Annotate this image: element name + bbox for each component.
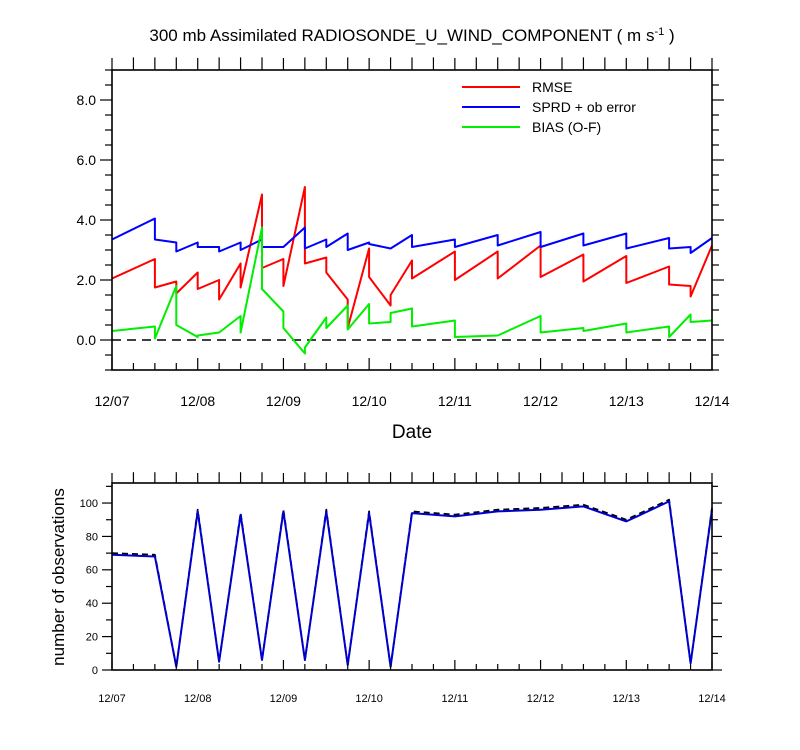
- y-tick-label: 100: [80, 498, 98, 510]
- x-tick-label: 12/14: [698, 693, 726, 705]
- bottom-chart-data-layer: [111, 498, 713, 668]
- x-tick-label: 12/11: [441, 693, 468, 705]
- x-tick-label: 12/08: [180, 393, 215, 409]
- y-tick-label: 40: [86, 598, 98, 610]
- x-tick-label: 12/13: [609, 393, 644, 409]
- x-tick-label: 12/10: [355, 693, 383, 705]
- legend-label-sprd-ob-error: SPRD + ob error: [532, 99, 636, 115]
- x-tick-label: 12/09: [266, 393, 301, 409]
- chart-title-unit-superscript: -1: [654, 26, 664, 38]
- series-line-possible: [111, 498, 713, 668]
- series-line-sprd-ob-error: [111, 217, 713, 254]
- legend-label-bias-o-f: BIAS (O-F): [532, 119, 601, 135]
- y-tick-label: 0: [92, 665, 98, 677]
- legend-label-rmse: RMSE: [532, 79, 572, 95]
- chart-legend: RMSE SPRD + ob error BIAS (O-F): [462, 79, 636, 135]
- bottom-chart-frame: [111, 482, 713, 671]
- series-line-bias-o-f: [111, 226, 713, 355]
- series-line-assimilated: [111, 500, 713, 668]
- x-tick-label: 12/11: [438, 393, 472, 409]
- top-chart-data-layer: [111, 186, 713, 355]
- chart-title-close: ): [664, 26, 674, 45]
- x-tick-label: 12/09: [270, 693, 298, 705]
- x-tick-label: 12/08: [184, 693, 212, 705]
- y-tick-label: 2.0: [77, 272, 97, 288]
- x-tick-label: 12/12: [527, 693, 555, 705]
- bottom-chart-axes: 12/07 12/08 12/09 12/10 12/11 12/12 12/13 12/14…: [80, 472, 726, 705]
- y-tick-label: 6.0: [77, 152, 97, 168]
- y-tick-label: 0.0: [77, 332, 97, 348]
- y-tick-label: 20: [86, 631, 98, 643]
- bottom-chart-panel: 12/07 12/08 12/09 12/10 12/11 12/12 12/13 12/14…: [49, 472, 726, 705]
- x-tick-label: 12/07: [98, 693, 126, 705]
- top-chart-axes: 12/07 12/08 12/09 12/10 12/11 12/12 12/13 12/14…: [77, 57, 730, 409]
- y-tick-label: 80: [86, 531, 98, 543]
- x-tick-label: 12/10: [352, 393, 387, 409]
- x-tick-label: 12/13: [613, 693, 641, 705]
- x-tick-label: 12/07: [94, 393, 129, 409]
- y-tick-label: 8.0: [77, 92, 97, 108]
- x-tick-label: 12/14: [694, 393, 729, 409]
- y-tick-label: 60: [86, 565, 98, 577]
- top-chart-frame: [111, 69, 713, 371]
- y-tick-label: 4.0: [77, 212, 97, 228]
- chart-title: 300 mb Assimilated RADIOSONDE_U_WIND_COM…: [149, 26, 674, 45]
- x-axis-label: Date: [392, 422, 432, 443]
- series-line-rmse: [111, 186, 713, 329]
- x-tick-label: 12/12: [523, 393, 558, 409]
- chart-title-text: 300 mb Assimilated RADIOSONDE_U_WIND_COM…: [149, 26, 654, 45]
- y-axis-label: number of observations: [49, 488, 68, 666]
- top-chart-panel: 12/07 12/08 12/09 12/10 12/11 12/12 12/13 12/14…: [77, 57, 730, 443]
